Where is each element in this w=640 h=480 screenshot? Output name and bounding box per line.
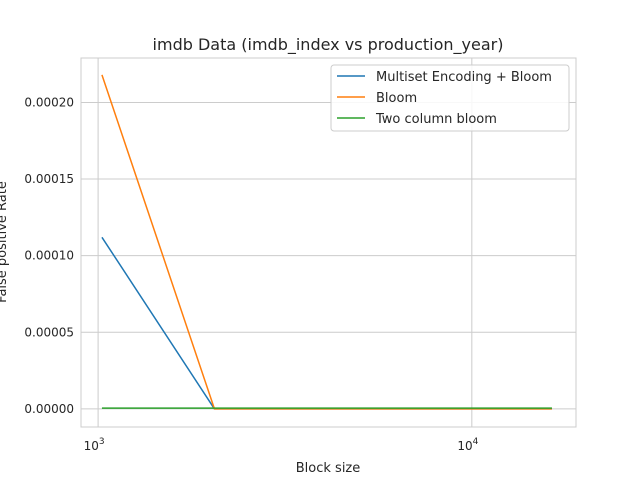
legend-label: Bloom [376,91,417,106]
y-tick-labels: 0.00000 0.00005 0.00010 0.00015 0.00020 [24,95,74,415]
x-tick-labels: 103 104 [84,437,479,453]
legend-label: Multiset Encoding + Bloom [376,70,552,85]
x-tick-label: 103 [84,437,105,453]
y-tick-label: 0.00020 [24,95,74,109]
y-tick-label: 0.00010 [24,249,74,263]
x-axis-label: Block size [296,461,361,476]
legend-box [330,64,570,132]
plot-frame [80,57,577,428]
x-tick-label: 104 [457,437,478,453]
y-tick-label: 0.00000 [24,402,74,416]
legend-label: Two column bloom [375,112,497,127]
y-tick-label: 0.00005 [24,325,74,339]
legend: Multiset Encoding + Bloom Bloom Two column… [330,64,570,132]
series-line-2 [101,74,552,410]
chart-title: imdb Data (imdb_index vs production_year… [153,35,504,55]
series-layer [101,74,552,410]
y-tick-label: 0.00015 [24,172,74,186]
y-axis-label: False positive Rate [0,181,10,303]
